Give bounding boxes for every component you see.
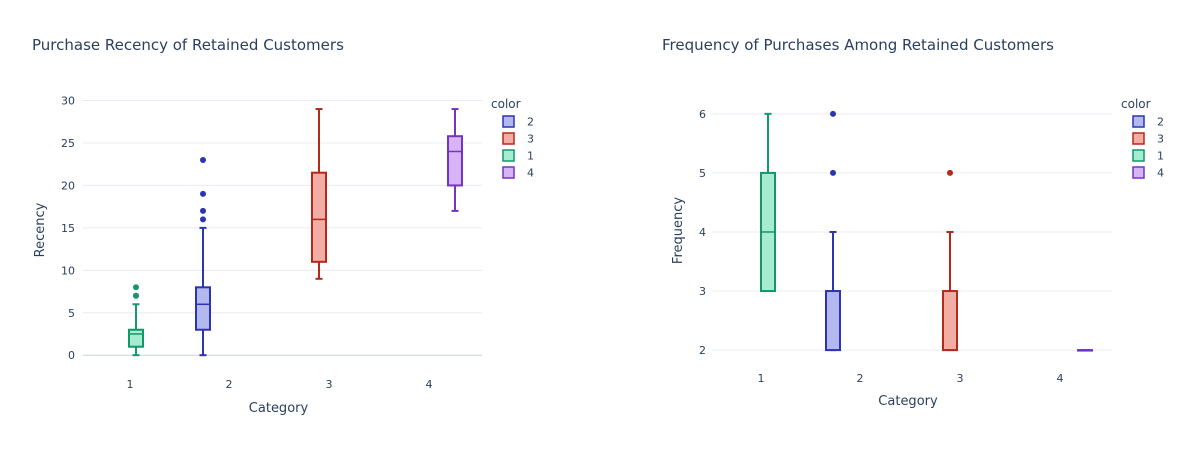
box-series-1: [760, 112, 776, 293]
y-tick-label: 3: [699, 285, 706, 298]
y-tick-label: 25: [61, 137, 75, 150]
x-tick-label: 4: [426, 378, 433, 391]
box: [942, 290, 958, 352]
x-axis-label: Category: [878, 394, 938, 409]
y-tick-label: 20: [61, 179, 75, 192]
x-tick-label: 3: [326, 378, 333, 391]
chart-1: Purchase Recency of Retained Customers 0 5…: [32, 36, 534, 416]
legend-swatch: [1132, 115, 1145, 128]
y-tick-label: 6: [699, 108, 706, 121]
x-tick-label: 1: [127, 378, 134, 391]
x-tick-label: 4: [1057, 372, 1064, 385]
legend-label: 1: [527, 150, 534, 163]
legend-swatch: [502, 132, 515, 145]
legend-item-1[interactable]: 1: [502, 149, 534, 163]
legend-label: 4: [527, 167, 534, 180]
legend-label: 3: [527, 133, 534, 146]
x-tick-label: 3: [957, 372, 964, 385]
legend-swatch: [502, 166, 515, 179]
legend-swatch: [1132, 166, 1145, 179]
legend-item-4[interactable]: 4: [1132, 166, 1164, 180]
legend-swatch: [502, 115, 515, 128]
legend: color 2 3 1 4: [491, 97, 534, 180]
outlier-point: [947, 169, 953, 176]
y-tick-label: 5: [699, 167, 706, 180]
box-series-2: [195, 156, 211, 357]
box: [311, 171, 327, 263]
y-tick-label: 10: [61, 264, 75, 277]
legend-item-4[interactable]: 4: [502, 166, 534, 180]
outlier-point: [200, 156, 206, 163]
outlier-point: [133, 292, 139, 299]
legend-item-1[interactable]: 1: [1132, 149, 1164, 163]
box-series-3: [311, 108, 327, 280]
legend-title: color: [491, 97, 521, 111]
y-axis-label: Recency: [33, 202, 48, 257]
box: [195, 286, 211, 331]
legend-label: 1: [1157, 150, 1164, 163]
legend-label: 2: [1157, 116, 1164, 129]
y-tick-label: 4: [699, 226, 706, 239]
legend-item-3[interactable]: 3: [1132, 132, 1164, 146]
y-tick-label: 15: [61, 222, 75, 235]
legend-label: 3: [1157, 133, 1164, 146]
outlier-point: [133, 284, 139, 291]
legend-label: 4: [1157, 167, 1164, 180]
y-tick-label: 30: [61, 95, 75, 108]
y-tick-label: 5: [68, 307, 75, 320]
box-series-2: [825, 110, 841, 352]
y-axis-label: Frequency: [671, 197, 686, 264]
legend: color 2 3 1 4: [1121, 97, 1164, 180]
chart-title: Purchase Recency of Retained Customers: [32, 36, 344, 54]
outlier-point: [830, 110, 836, 117]
outlier-point: [200, 216, 206, 223]
legend-item-2[interactable]: 2: [502, 115, 534, 129]
chart-title: Frequency of Purchases Among Retained Cu…: [662, 36, 1054, 54]
legend-swatch: [1132, 132, 1145, 145]
box: [128, 328, 144, 348]
x-tick-label: 1: [758, 372, 765, 385]
legend-title: color: [1121, 97, 1151, 111]
legend-swatch: [502, 149, 515, 162]
legend-item-2[interactable]: 2: [1132, 115, 1164, 129]
legend-label: 2: [527, 116, 534, 129]
y-tick-label: 2: [699, 344, 706, 357]
outlier-point: [200, 207, 206, 214]
box-series-4: [447, 108, 463, 212]
y-tick-label: 0: [68, 349, 75, 362]
box: [825, 290, 841, 352]
box: [447, 135, 463, 187]
x-tick-label: 2: [226, 378, 233, 391]
outlier-point: [830, 169, 836, 176]
chart-2: Frequency of Purchases Among Retained Cu…: [662, 36, 1164, 409]
x-axis-label: Category: [249, 401, 309, 416]
box-series-1: [128, 284, 144, 357]
legend-swatch: [1132, 149, 1145, 162]
box-series-4: [1077, 349, 1093, 352]
outlier-point: [200, 190, 206, 197]
x-tick-label: 2: [857, 372, 864, 385]
legend-item-3[interactable]: 3: [502, 132, 534, 146]
box-series-3: [942, 169, 958, 352]
